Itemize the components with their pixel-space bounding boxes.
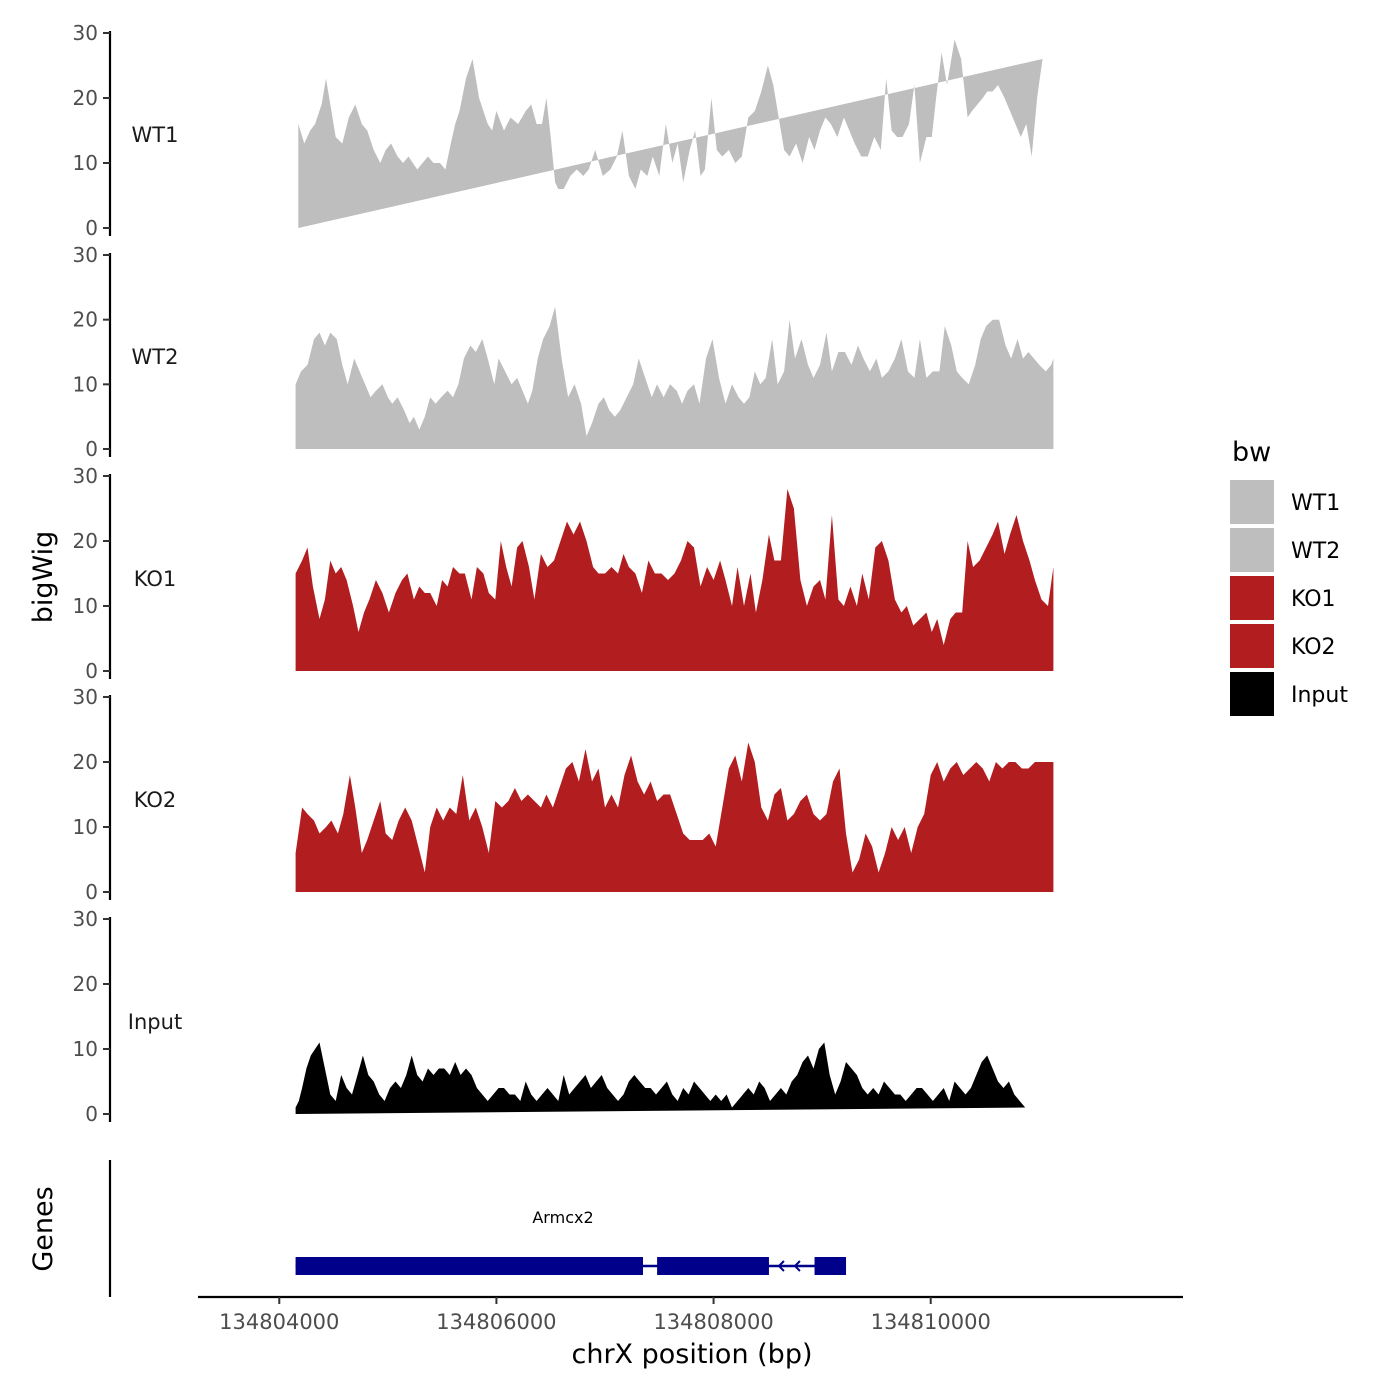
y-tick-label: 30 <box>73 907 98 931</box>
legend-item-ko2: KO2 <box>1230 624 1336 668</box>
track-ko1: 0 10 20 30 KO1 <box>73 464 1054 683</box>
legend-swatch <box>1230 528 1274 572</box>
y-tick-label: 30 <box>73 243 98 267</box>
y-tick-label: 0 <box>85 437 98 461</box>
legend-swatch <box>1230 672 1274 716</box>
signal-area-wt1 <box>298 39 1043 228</box>
x-tick-label: 134810000 <box>871 1310 991 1334</box>
legend-label: WT2 <box>1291 539 1340 564</box>
y-tick-label: 0 <box>85 880 98 904</box>
signal-area-ko1 <box>295 489 1054 671</box>
legend-swatch <box>1230 624 1274 668</box>
legend-label: Input <box>1291 683 1348 708</box>
track-ko2: 0 10 20 30 KO2 <box>73 685 1054 904</box>
y-tick-label: 0 <box>85 659 98 683</box>
legend-label: WT1 <box>1291 491 1340 516</box>
y-tick-label: 20 <box>73 972 98 996</box>
strand-arrow <box>777 1260 785 1272</box>
y-tick-label: 10 <box>73 594 98 618</box>
y-tick-label: 0 <box>85 216 98 240</box>
legend-item-ko1: KO1 <box>1230 576 1336 620</box>
legend-swatch <box>1230 480 1274 524</box>
y-axis-title: bigWig <box>28 531 59 624</box>
track-label: WT1 <box>132 123 179 147</box>
gene-armcx2: Armcx2 <box>295 1208 847 1275</box>
legend: bw WT1 WT2 KO1 KO2 Input <box>1230 437 1348 716</box>
signal-area-wt2 <box>295 306 1054 449</box>
legend-item-input: Input <box>1230 672 1348 716</box>
y-tick-label: 10 <box>73 1037 98 1061</box>
legend-item-wt1: WT1 <box>1230 480 1340 524</box>
y-tick-label: 10 <box>73 815 98 839</box>
strand-arrow <box>793 1260 801 1272</box>
exon-block <box>295 1257 643 1275</box>
y-tick-label: 30 <box>73 21 98 45</box>
tracks-layer: 0 10 20 30 WT1 0 10 20 30 WT2 0 10 20 30 KO1 0 10 20 30 KO2… <box>73 21 1054 1126</box>
track-label: KO2 <box>134 788 177 812</box>
track-wt1: 0 10 20 30 WT1 <box>73 21 1043 240</box>
y-tick-label: 30 <box>73 685 98 709</box>
x-axis-title: chrX position (bp) <box>571 1339 812 1370</box>
y-tick-label: 20 <box>73 86 98 110</box>
legend-label: KO1 <box>1291 587 1336 612</box>
x-tick-label: 134804000 <box>219 1310 339 1334</box>
legend-swatch <box>1230 576 1274 620</box>
exon-block <box>657 1257 769 1275</box>
gene-label: Armcx2 <box>532 1208 593 1227</box>
y-tick-label: 20 <box>73 308 98 332</box>
track-wt2: 0 10 20 30 WT2 <box>73 243 1054 461</box>
x-tick-label: 134808000 <box>653 1310 773 1334</box>
y-tick-label: 20 <box>73 529 98 553</box>
track-label: KO1 <box>134 567 177 591</box>
x-axis: 134804000 134806000 134808000 134810000 <box>198 1295 1183 1334</box>
signal-area-ko2 <box>295 742 1054 892</box>
x-tick-label: 134806000 <box>436 1310 556 1334</box>
track-label: Input <box>128 1010 182 1034</box>
y-tick-label: 10 <box>73 372 98 396</box>
signal-area-input <box>295 1042 1026 1114</box>
y-tick-label: 0 <box>85 1102 98 1126</box>
genes-axis-title: Genes <box>28 1186 59 1271</box>
legend-label: KO2 <box>1291 635 1336 660</box>
track-label: WT2 <box>132 345 179 369</box>
legend-item-wt2: WT2 <box>1230 528 1340 572</box>
y-tick-label: 30 <box>73 464 98 488</box>
y-tick-label: 10 <box>73 151 98 175</box>
track-input: 0 10 20 30 Input <box>73 907 1026 1126</box>
legend-title: bw <box>1232 437 1271 468</box>
exon-block <box>814 1257 847 1275</box>
genes-layer: Armcx2 <box>108 1160 847 1297</box>
y-tick-label: 20 <box>73 750 98 774</box>
